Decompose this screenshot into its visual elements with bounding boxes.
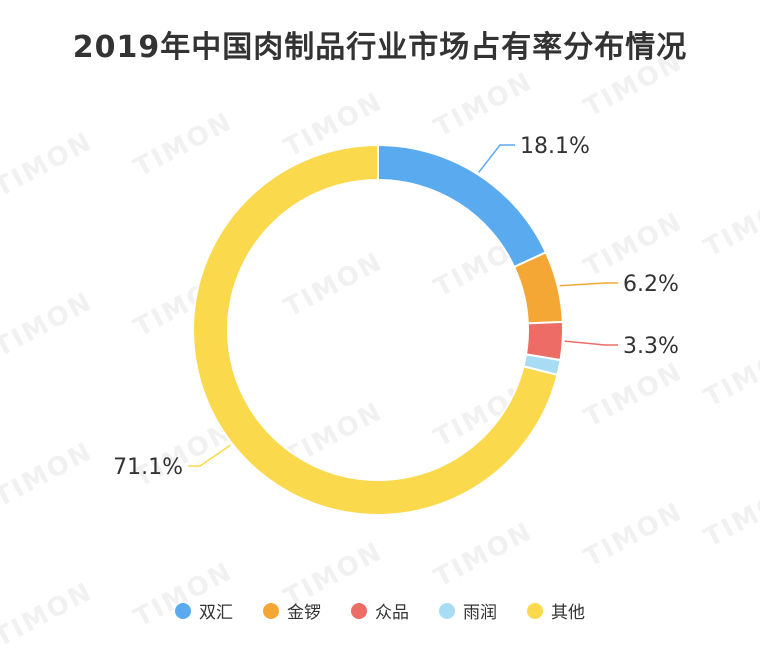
legend-marker-icon	[351, 602, 367, 619]
legend-item-3[interactable]: 众品	[351, 598, 409, 623]
legend-label: 其他	[551, 603, 585, 623]
data-label-5: 71.1%	[113, 455, 183, 480]
legend-label: 众品	[375, 603, 409, 623]
leader-line-2	[559, 282, 618, 287]
donut-slice-1	[377, 143, 548, 269]
data-label-3: 3.3%	[623, 334, 679, 359]
leader-line-1	[478, 144, 515, 173]
leader-line-5	[188, 444, 232, 467]
legend-item-1[interactable]: 双汇	[175, 598, 233, 623]
legend-marker-icon	[175, 602, 191, 619]
chart-title: 2019年中国肉制品行业市场占有率分布情况	[72, 30, 688, 65]
donut-slice-2	[512, 250, 564, 325]
legend-marker-icon	[263, 602, 279, 619]
data-label-2: 6.2%	[623, 272, 679, 297]
legend-marker-icon	[527, 602, 543, 619]
legend-item-2[interactable]: 金锣	[263, 598, 321, 623]
legend-item-4[interactable]: 雨润	[439, 598, 497, 623]
chart-legend: 双汇 金锣 众品 雨润 其他	[0, 598, 760, 623]
legend-label: 雨润	[463, 603, 497, 623]
donut-slice-5	[192, 143, 559, 516]
legend-label: 金锣	[287, 603, 321, 623]
data-label-1: 18.1%	[520, 134, 590, 159]
legend-item-5[interactable]: 其他	[527, 598, 585, 623]
legend-marker-icon	[439, 602, 455, 619]
leader-line-3	[564, 340, 618, 346]
legend-label: 双汇	[199, 603, 233, 623]
